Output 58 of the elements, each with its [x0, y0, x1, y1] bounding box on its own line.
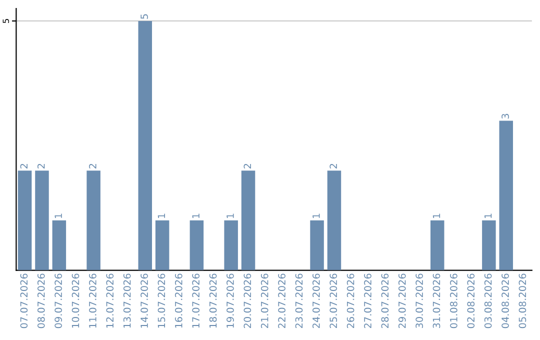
x-tick-label: 23.07.2026: [295, 274, 303, 328]
bar: [138, 20, 152, 270]
data-label: 1: [484, 214, 492, 218]
x-tick-label: 02.08.2026: [467, 274, 475, 328]
bar: [52, 220, 66, 270]
x-tick-label: 30.07.2026: [416, 274, 423, 328]
x-tick-label: 14.07.2026: [140, 274, 148, 328]
data-label: 3: [502, 114, 509, 119]
data-label: 2: [244, 164, 251, 168]
x-tick-label: 24.07.2026: [312, 274, 320, 328]
bar: [327, 170, 342, 270]
x-tick-label: 04.08.2026: [502, 274, 509, 328]
x-tick-label: 29.07.2026: [398, 274, 406, 328]
x-tick-label: 10.07.2026: [72, 274, 80, 328]
data-label: 1: [432, 214, 440, 218]
x-tick-label: 16.07.2026: [174, 274, 182, 328]
bar: [499, 120, 513, 270]
x-tick-label: 18.07.2026: [209, 274, 217, 328]
x-tick-label: 21.07.2026: [260, 274, 268, 328]
data-label: 1: [158, 214, 165, 218]
x-tick-label: 13.07.2026: [123, 274, 131, 328]
bar: [18, 170, 32, 270]
data-label: 2: [37, 164, 45, 168]
bar: [35, 170, 49, 270]
bar: [310, 220, 324, 270]
bar: [482, 220, 496, 270]
bar: [155, 220, 170, 270]
bar: [241, 170, 256, 270]
data-label: 1: [226, 214, 234, 218]
x-tick-label: 28.07.2026: [381, 274, 389, 328]
x-tick-label: 08.07.2026: [37, 274, 45, 328]
data-label: 2: [20, 164, 28, 168]
bar: [190, 220, 204, 270]
x-tick-label: 17.07.2026: [192, 274, 200, 328]
x-tick-label: 12.07.2026: [106, 274, 114, 328]
x-tick-label: 19.07.2026: [226, 274, 234, 328]
x-tick-label: 20.07.2026: [244, 274, 252, 328]
data-label: 2: [89, 164, 96, 168]
x-tick-label: 01.08.2026: [450, 274, 458, 328]
bar: [430, 220, 444, 270]
bar: [86, 170, 100, 270]
x-tick-label: 27.07.2026: [364, 274, 372, 328]
x-tick-label: 11.07.2026: [89, 274, 96, 328]
x-tick-label: 22.07.2026: [278, 274, 286, 328]
bar: [224, 220, 238, 270]
x-tick-label: 31.07.2026: [432, 274, 440, 328]
x-tick-label: 07.07.2026: [20, 274, 28, 328]
x-tick-label: 05.08.2026: [518, 274, 526, 328]
x-tick-label: 26.07.2026: [346, 274, 354, 328]
x-tick-label: 09.07.2026: [54, 274, 62, 328]
data-label: 5: [140, 14, 148, 19]
data-label: 2: [330, 164, 337, 168]
x-tick-label: 03.08.2026: [484, 274, 492, 328]
x-tick-label: 25.07.2026: [330, 274, 338, 328]
x-tick-label: 15.07.2026: [158, 274, 166, 328]
data-label: 1: [192, 214, 200, 218]
data-label: 1: [54, 214, 62, 218]
data-label: 1: [312, 214, 320, 218]
